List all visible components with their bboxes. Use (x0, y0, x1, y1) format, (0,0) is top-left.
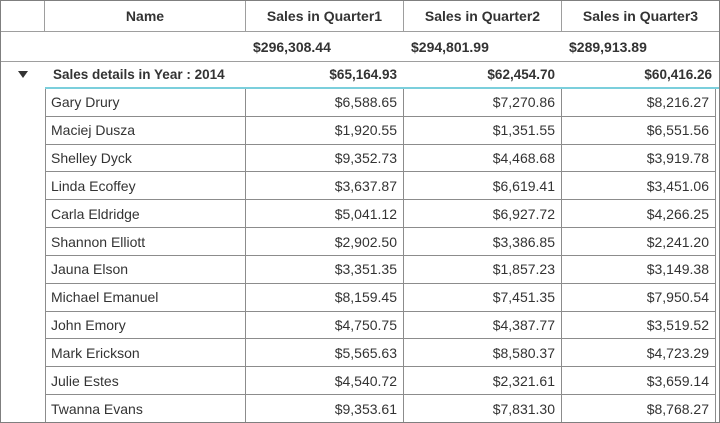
quarter2-cell[interactable]: $4,468.68 (404, 144, 562, 172)
name-cell[interactable]: Mark Erickson (46, 339, 246, 367)
quarter1-cell[interactable]: $1,920.55 (246, 116, 404, 144)
quarter1-cell[interactable]: $9,352.73 (246, 144, 404, 172)
name-cell[interactable]: Gary Drury (46, 89, 246, 116)
quarter3-cell[interactable]: $8,216.27 (646, 94, 709, 111)
quarter3-cell[interactable]: $3,919.78 (646, 150, 709, 167)
column-header-row: Name Sales in Quarter1 Sales in Quarter2… (1, 1, 719, 32)
column-header-quarter1[interactable]: Sales in Quarter1 (246, 1, 404, 31)
column-header-name[interactable]: Name (45, 1, 246, 31)
group-quarter2-subtotal: $62,454.70 (487, 67, 555, 82)
table-row[interactable]: Shelley Dyck $9,352.73 $4,468.68 $3,919.… (46, 144, 715, 173)
quarter3-cell[interactable]: $7,950.54 (646, 289, 709, 306)
quarter2-cell[interactable]: $7,831.30 (404, 395, 562, 422)
quarter2-cell[interactable]: $7,270.86 (404, 89, 562, 116)
quarter2-cell[interactable]: $2,321.61 (404, 367, 562, 395)
table-row[interactable]: Julie Estes $4,540.72 $2,321.61 $3,659.1… (46, 367, 715, 396)
quarter1-cell[interactable]: $5,041.12 (246, 200, 404, 228)
column-header-expander (1, 1, 45, 31)
table-row[interactable]: Jauna Elson $3,351.35 $1,857.23 $3,149.3… (46, 255, 715, 284)
quarter2-cell[interactable]: $1,857.23 (404, 255, 562, 283)
quarter1-cell[interactable]: $2,902.50 (246, 228, 404, 255)
quarter2-cell[interactable]: $6,619.41 (404, 172, 562, 200)
table-row[interactable]: Michael Emanuel $8,159.45 $7,451.35 $7,9… (46, 283, 715, 312)
quarter1-cell[interactable]: $3,637.87 (246, 172, 404, 200)
name-cell[interactable]: Carla Eldridge (46, 200, 246, 228)
group-caption-row[interactable]: Sales details in Year : 2014 $65,164.93 … (1, 62, 719, 87)
name-cell[interactable]: Julie Estes (46, 367, 246, 395)
table-row[interactable]: Shannon Elliott $2,902.50 $3,386.85 $2,2… (46, 228, 715, 256)
quarter2-cell[interactable]: $4,387.77 (404, 311, 562, 339)
name-cell[interactable]: Shelley Dyck (46, 144, 246, 172)
table-row[interactable]: Twanna Evans $9,353.61 $7,831.30 $8,768.… (46, 395, 715, 422)
quarter3-cell[interactable]: $8,768.27 (646, 400, 709, 417)
name-cell[interactable]: John Emory (46, 311, 246, 339)
quarter1-cell[interactable]: $9,353.61 (246, 395, 404, 422)
table-row[interactable]: John Emory $4,750.75 $4,387.77 $3,519.52 (46, 311, 715, 340)
table-row[interactable]: Mark Erickson $5,565.63 $8,580.37 $4,723… (46, 339, 715, 368)
quarter3-cell[interactable]: $2,241.20 (646, 233, 709, 250)
child-rows-area: Gary Drury $6,588.65 $7,270.86 $8,216.27… (1, 87, 719, 422)
triangle-down-icon (18, 71, 28, 78)
name-cell[interactable]: Linda Ecoffey (46, 172, 246, 200)
name-cell[interactable]: Jauna Elson (46, 255, 246, 283)
quarter1-cell[interactable]: $8,159.45 (246, 283, 404, 311)
summary-row: $296,308.44 $294,801.99 $289,913.89 (1, 32, 719, 62)
quarter3-cell[interactable]: $6,551.56 (646, 122, 709, 139)
quarter3-cell[interactable]: $3,149.38 (646, 261, 709, 278)
name-cell[interactable]: Maciej Dusza (46, 116, 246, 144)
quarter2-cell[interactable]: $6,927.72 (404, 200, 562, 228)
quarter2-cell[interactable]: $1,351.55 (404, 116, 562, 144)
table-row[interactable]: Carla Eldridge $5,041.12 $6,927.72 $4,26… (46, 200, 715, 229)
quarter2-cell[interactable]: $8,580.37 (404, 339, 562, 367)
quarter3-cell[interactable]: $4,266.25 (646, 205, 709, 222)
summary-quarter1-total: $296,308.44 (253, 38, 331, 55)
name-cell[interactable]: Twanna Evans (46, 395, 246, 422)
quarter1-cell[interactable]: $4,750.75 (246, 311, 404, 339)
group-quarter1-subtotal: $65,164.93 (329, 67, 397, 82)
name-cell[interactable]: Michael Emanuel (46, 283, 246, 311)
collapse-button[interactable] (1, 62, 45, 87)
quarter1-cell[interactable]: $6,588.65 (246, 89, 404, 116)
summary-quarter3-total: $289,913.89 (569, 38, 647, 55)
quarter2-cell[interactable]: $3,386.85 (404, 228, 562, 255)
group-caption-label: Sales details in Year : 2014 (53, 67, 225, 82)
child-rows-grid: Gary Drury $6,588.65 $7,270.86 $8,216.27… (45, 89, 716, 422)
child-rows-gutter (1, 87, 45, 422)
quarter1-cell[interactable]: $4,540.72 (246, 367, 404, 395)
quarter3-cell[interactable]: $3,451.06 (646, 177, 709, 194)
column-header-quarter3[interactable]: Sales in Quarter3 (582, 8, 699, 24)
name-cell[interactable]: Shannon Elliott (46, 228, 246, 255)
table-row[interactable]: Linda Ecoffey $3,637.87 $6,619.41 $3,451… (46, 172, 715, 201)
summary-quarter2-total: $294,801.99 (411, 38, 489, 55)
column-header-quarter2[interactable]: Sales in Quarter2 (404, 1, 562, 31)
quarter3-cell[interactable]: $3,519.52 (646, 317, 709, 334)
quarter3-cell[interactable]: $4,723.29 (646, 344, 709, 361)
table-row[interactable]: Gary Drury $6,588.65 $7,270.86 $8,216.27 (46, 89, 715, 117)
quarter1-cell[interactable]: $5,565.63 (246, 339, 404, 367)
group-quarter3-subtotal: $60,416.26 (644, 67, 712, 82)
quarter1-cell[interactable]: $3,351.35 (246, 255, 404, 283)
table-row[interactable]: Maciej Dusza $1,920.55 $1,351.55 $6,551.… (46, 116, 715, 145)
quarter2-cell[interactable]: $7,451.35 (404, 283, 562, 311)
quarter3-cell[interactable]: $3,659.14 (646, 372, 709, 389)
